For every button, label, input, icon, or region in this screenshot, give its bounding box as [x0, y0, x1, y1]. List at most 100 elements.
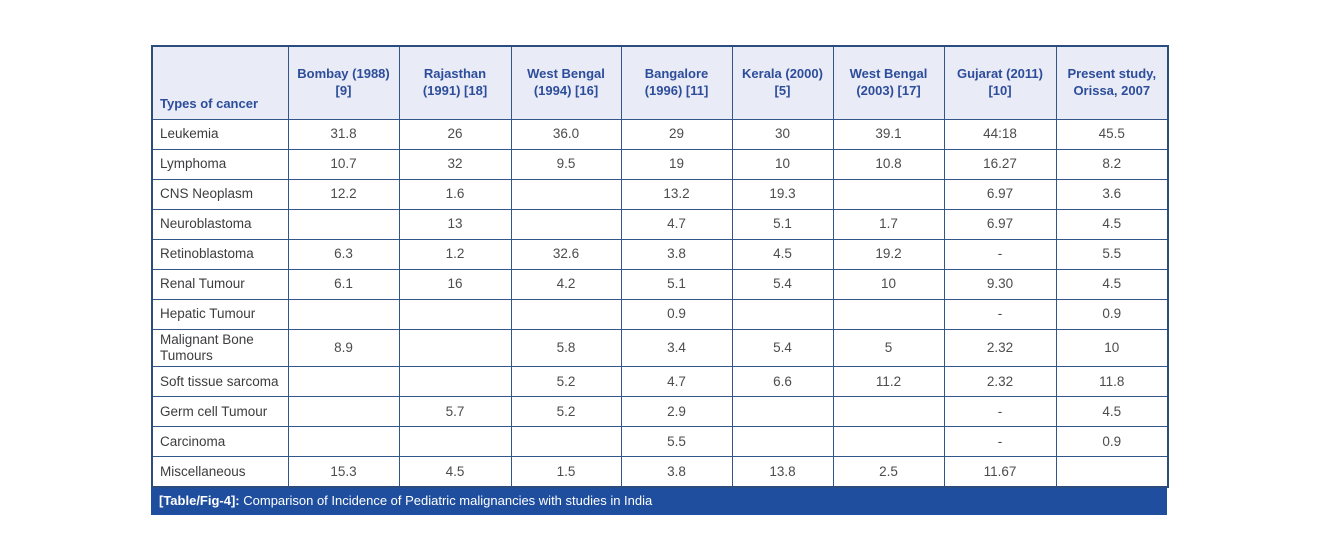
value-cell: 10.7 [287, 149, 400, 180]
value-cell [287, 426, 400, 458]
value-cell [832, 179, 945, 210]
value-cell: 4.5 [1055, 396, 1169, 428]
value-cell: 5.4 [731, 328, 834, 368]
table-row: Renal Tumour 6.1 16 4.2 5.1 5.4 10 9.30 4.5 [151, 269, 1169, 300]
value-cell: 29 [620, 119, 733, 150]
value-cell: 39.1 [832, 119, 945, 150]
value-cell: 3.8 [620, 239, 733, 270]
table-caption: [Table/Fig-4]: Comparison of Incidence o… [151, 488, 1167, 515]
value-cell: 2.32 [943, 328, 1057, 368]
column-header: Present study, Orissa, 2007 [1055, 45, 1169, 120]
value-cell: 12.2 [287, 179, 400, 210]
column-header: Bangalore (1996) [11] [620, 45, 733, 120]
comparison-table-figure: Types of cancer Bombay (1988) [9] Rajastha… [151, 45, 1169, 515]
value-cell: 1.7 [832, 209, 945, 240]
row-label: Carcinoma [151, 426, 289, 458]
value-cell: 6.1 [287, 269, 400, 300]
column-header-types-of-cancer: Types of cancer [151, 45, 289, 120]
value-cell: 13.2 [620, 179, 733, 210]
value-cell: 5.4 [731, 269, 834, 300]
value-cell: 5.2 [510, 396, 622, 428]
value-cell: 0.9 [1055, 299, 1169, 330]
value-cell [510, 299, 622, 330]
value-cell: 16.27 [943, 149, 1057, 180]
value-cell: 36.0 [510, 119, 622, 150]
value-cell: 6.3 [287, 239, 400, 270]
value-cell [287, 396, 400, 428]
row-label: Renal Tumour [151, 269, 289, 300]
value-cell: 10.8 [832, 149, 945, 180]
value-cell [398, 426, 512, 458]
column-header: West Bengal (2003) [17] [832, 45, 945, 120]
table-row: Lymphoma 10.7 32 9.5 19 10 10.8 16.27 8.2 [151, 149, 1169, 180]
value-cell: 26 [398, 119, 512, 150]
value-cell: 5.8 [510, 328, 622, 368]
row-label: Neuroblastoma [151, 209, 289, 240]
value-cell: - [943, 426, 1057, 458]
table-row: Retinoblastoma 6.3 1.2 32.6 3.8 4.5 19.2-5.5 [151, 239, 1169, 270]
value-cell: 1.6 [398, 179, 512, 210]
row-label: Leukemia [151, 119, 289, 150]
table-row: Leukemia 31.8 26 36.0 29 30 39.1 44:18 45.5 [151, 119, 1169, 150]
caption-text: Comparison of Incidence of Pediatric mal… [239, 493, 653, 509]
value-cell: 5.2 [510, 366, 622, 398]
value-cell [510, 426, 622, 458]
table-row: CNS Neoplasm 12.2 1.6 13.2 19.3 6.97 3.6 [151, 179, 1169, 210]
value-cell [510, 209, 622, 240]
column-header: Gujarat (2011) [10] [943, 45, 1057, 120]
value-cell: 5 [832, 328, 945, 368]
value-cell: 31.8 [287, 119, 400, 150]
header-row: Types of cancer Bombay (1988) [9] Rajastha… [151, 45, 1169, 120]
value-cell [287, 366, 400, 398]
value-cell [287, 209, 400, 240]
value-cell: 32.6 [510, 239, 622, 270]
value-cell: - [943, 396, 1057, 428]
value-cell: 8.2 [1055, 149, 1169, 180]
value-cell: 4.7 [620, 366, 733, 398]
row-label: Lymphoma [151, 149, 289, 180]
column-header: Kerala (2000)[5] [731, 45, 834, 120]
value-cell: 45.5 [1055, 119, 1169, 150]
value-cell: 10 [731, 149, 834, 180]
value-cell: 10 [832, 269, 945, 300]
table-row: Miscellaneous 15.3 4.5 1.5 3.8 13.8 2.5 11.67 [151, 456, 1169, 488]
value-cell: 3.4 [620, 328, 733, 368]
value-cell: 4.5 [1055, 209, 1169, 240]
value-cell: 11.67 [943, 456, 1057, 488]
column-header: Rajasthan (1991) [18] [398, 45, 512, 120]
value-cell [832, 426, 945, 458]
value-cell: 32 [398, 149, 512, 180]
column-header: Bombay (1988) [9] [287, 45, 400, 120]
row-label: CNS Neoplasm [151, 179, 289, 210]
value-cell [287, 299, 400, 330]
value-cell: - [943, 299, 1057, 330]
value-cell: 2.5 [832, 456, 945, 488]
column-header: West Bengal (1994) [16] [510, 45, 622, 120]
value-cell [1055, 456, 1169, 488]
value-cell: 19 [620, 149, 733, 180]
table-body: Leukemia 31.8 26 36.0 29 30 39.1 44:18 45.5 Lymph… [151, 119, 1169, 488]
row-label: Soft tissue sarcoma [151, 366, 289, 398]
row-label: Malignant Bone Tumours [151, 328, 289, 368]
row-label: Hepatic Tumour [151, 299, 289, 330]
table-row: Neuroblastoma 13 4.7 5.1 1.7 6.97 4.5 [151, 209, 1169, 240]
value-cell: 6.6 [731, 366, 834, 398]
value-cell: 9.30 [943, 269, 1057, 300]
incidence-table: Types of cancer Bombay (1988) [9] Rajastha… [151, 45, 1169, 489]
value-cell: 15.3 [287, 456, 400, 488]
value-cell: 3.8 [620, 456, 733, 488]
row-label: Germ cell Tumour [151, 396, 289, 428]
value-cell: 10 [1055, 328, 1169, 368]
value-cell: 8.9 [287, 328, 400, 368]
value-cell: 44:18 [943, 119, 1057, 150]
value-cell: 4.5 [731, 239, 834, 270]
value-cell: 4.7 [620, 209, 733, 240]
value-cell: 5.1 [620, 269, 733, 300]
value-cell: 1.5 [510, 456, 622, 488]
value-cell: 19.2 [832, 239, 945, 270]
value-cell: 30 [731, 119, 834, 150]
value-cell [510, 179, 622, 210]
row-label: Retinoblastoma [151, 239, 289, 270]
table-row: Malignant Bone Tumours 8.9 5.8 3.4 5.4 5 2.32 1… [151, 328, 1169, 368]
value-cell: 2.32 [943, 366, 1057, 398]
